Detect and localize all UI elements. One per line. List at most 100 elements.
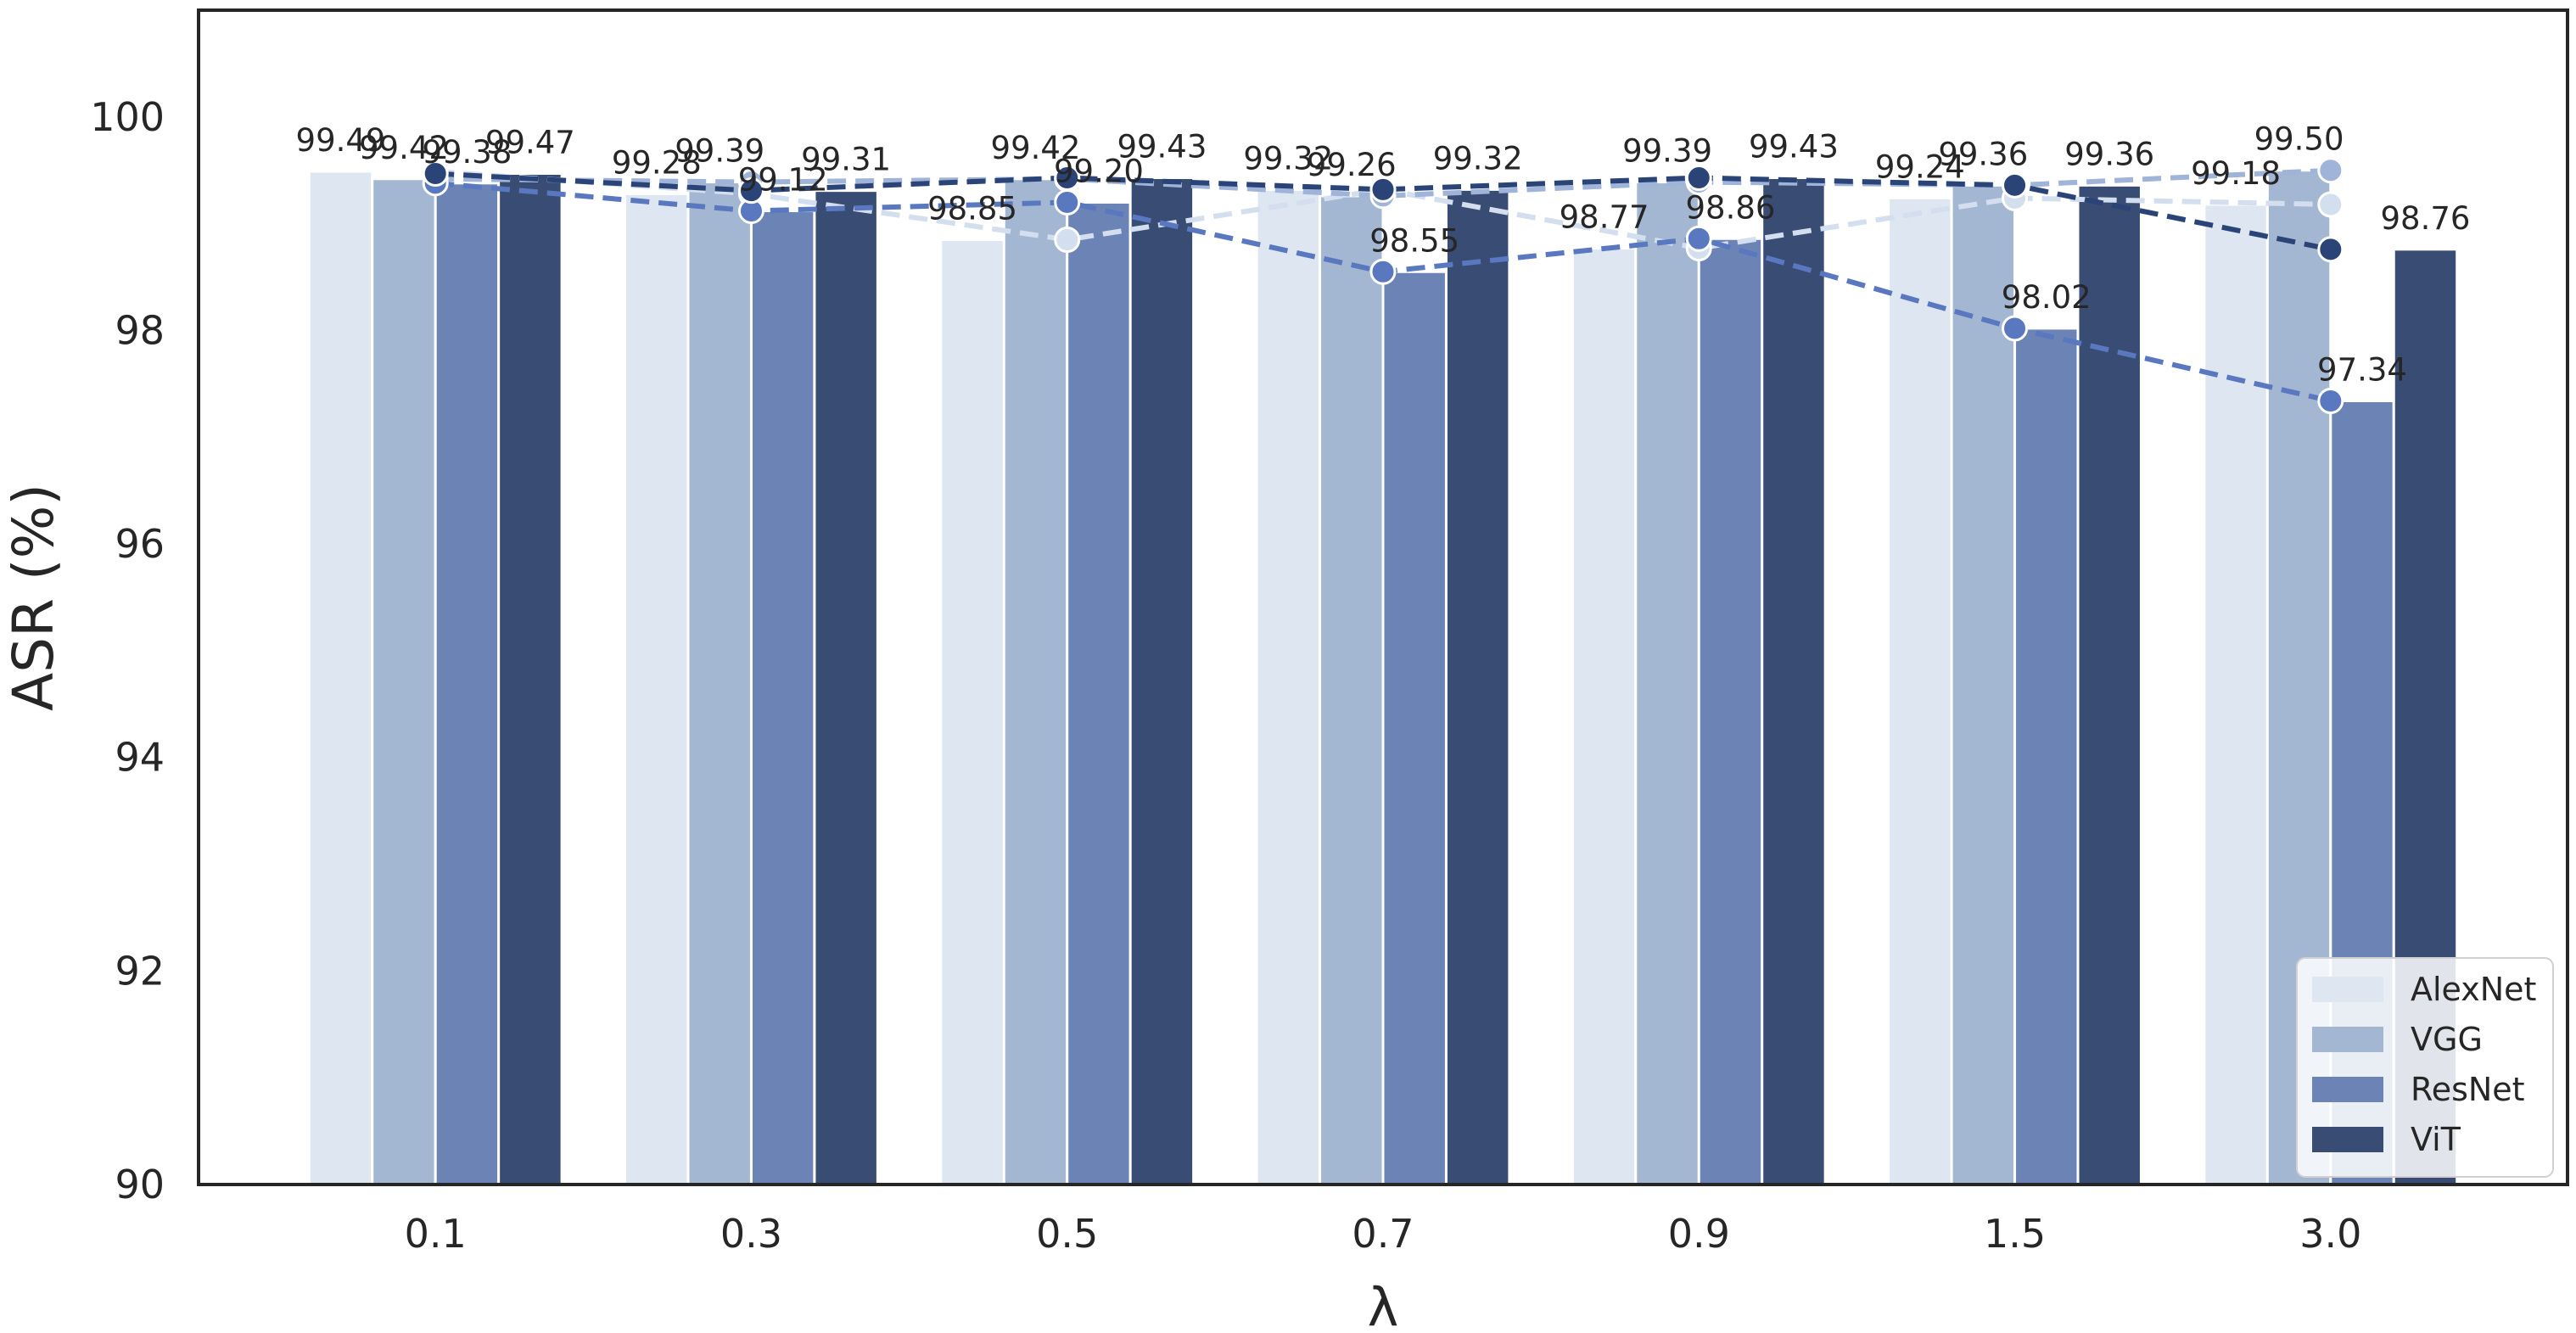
data-point (1369, 176, 1397, 203)
data-point (1685, 225, 1712, 252)
bar (1444, 188, 1511, 1186)
data-point (2317, 191, 2344, 218)
bar (1887, 196, 1953, 1186)
data-label: 97.34 (2317, 351, 2407, 388)
data-label: 99.28 (612, 144, 702, 181)
y-tick-label: 96 (115, 521, 165, 567)
bars (307, 169, 2459, 1186)
bar (1634, 181, 1700, 1186)
data-label: 99.42 (359, 130, 449, 166)
data-label: 99.39 (675, 133, 764, 170)
data-point (422, 160, 449, 188)
legend-label: AlexNet (2411, 971, 2536, 1008)
data-label: 99.50 (2254, 121, 2344, 158)
data-label: 99.43 (1117, 129, 1207, 165)
data-point (1054, 165, 1081, 192)
data-point (737, 177, 764, 204)
data-label: 99.47 (485, 125, 575, 161)
plot-frame (197, 8, 2569, 1186)
data-point (1054, 227, 1081, 254)
data-point (1685, 165, 1712, 192)
y-axis-ticks: 90 92 94 96 98 100 (90, 94, 165, 1207)
data-label: 98.85 (927, 191, 1017, 227)
data-label: 99.24 (1875, 148, 1965, 185)
legend: AlexNet VGG ResNet ViT (2296, 957, 2554, 1178)
legend-swatch (2312, 1077, 2383, 1102)
legend-swatch (2312, 1127, 2383, 1152)
data-label: 99.49 (296, 122, 386, 159)
x-tick-label: 0.9 (1668, 1211, 1730, 1257)
legend-swatch (2312, 977, 2383, 1002)
data-point (2317, 236, 2344, 263)
data-label: 99.32 (1433, 140, 1523, 176)
bar (434, 182, 501, 1186)
data-label: 98.76 (2381, 200, 2471, 237)
y-tick-label: 100 (90, 94, 165, 140)
data-point (1369, 258, 1397, 285)
legend-label: ResNet (2411, 1071, 2525, 1108)
data-label: 98.86 (1686, 189, 1776, 226)
data-label: 99.12 (738, 162, 828, 199)
legend-box (2296, 957, 2554, 1178)
legend-label: ViT (2411, 1121, 2461, 1158)
data-point (2317, 157, 2344, 184)
legend-swatch (2312, 1027, 2383, 1052)
x-tick-label: 0.3 (720, 1211, 782, 1257)
bar (497, 172, 563, 1186)
bar (686, 181, 753, 1186)
bar (1128, 176, 1196, 1186)
bar (813, 189, 879, 1186)
bar (624, 192, 690, 1186)
series-lines (422, 157, 2344, 414)
data-label: 99.32 (1243, 140, 1333, 176)
data-point (1054, 188, 1081, 216)
bar (939, 238, 1005, 1186)
bar (1950, 183, 2017, 1186)
bar (1571, 247, 1638, 1186)
y-tick-label: 90 (115, 1162, 165, 1207)
data-label: 99.36 (1938, 136, 2028, 172)
bar (1066, 200, 1132, 1186)
data-label: 99.18 (2191, 155, 2281, 192)
data-point (2002, 171, 2029, 199)
bar (1381, 270, 1448, 1186)
x-axis-ticks: 0.1 0.3 0.5 0.7 0.9 1.5 3.0 (405, 1211, 2362, 1257)
data-labels: 99.49 99.28 98.85 99.32 98.77 99.24 99.18 99.42… (296, 121, 2471, 389)
x-tick-label: 0.1 (405, 1211, 467, 1257)
bar (371, 177, 437, 1186)
data-label: 99.43 (1749, 129, 1839, 165)
bar (749, 210, 816, 1186)
y-tick-label: 98 (115, 307, 165, 353)
bar (1319, 194, 1385, 1186)
data-label: 99.42 (991, 130, 1081, 166)
x-axis-label: λ (1368, 1276, 1399, 1333)
bar (2203, 203, 2269, 1186)
data-label: 99.26 (1307, 147, 1397, 183)
data-label: 99.39 (1622, 133, 1712, 170)
y-tick-label: 92 (115, 948, 165, 994)
data-point (2317, 387, 2344, 414)
y-tick-label: 94 (115, 735, 165, 781)
bar (2076, 183, 2142, 1186)
x-tick-label: 0.5 (1036, 1211, 1098, 1257)
x-tick-label: 0.7 (1352, 1211, 1414, 1257)
data-label: 98.02 (2002, 279, 2092, 316)
x-tick-label: 1.5 (1984, 1211, 2046, 1257)
bar (1761, 176, 1827, 1186)
data-label: 99.20 (1054, 153, 1144, 189)
x-tick-label: 3.0 (2299, 1211, 2361, 1257)
data-point (2002, 315, 2029, 342)
y-axis-label: ASR (%) (1, 484, 66, 711)
bar (1002, 177, 1069, 1186)
legend-label: VGG (2411, 1021, 2483, 1058)
bar (1255, 188, 1322, 1186)
bar (2013, 327, 2080, 1186)
data-label: 98.77 (1560, 199, 1649, 236)
bar (307, 170, 374, 1186)
data-label: 98.55 (1369, 222, 1459, 259)
data-label: 99.31 (801, 142, 891, 178)
data-label: 99.36 (2064, 136, 2154, 172)
bar (1697, 237, 1764, 1186)
data-label: 99.38 (422, 134, 512, 171)
